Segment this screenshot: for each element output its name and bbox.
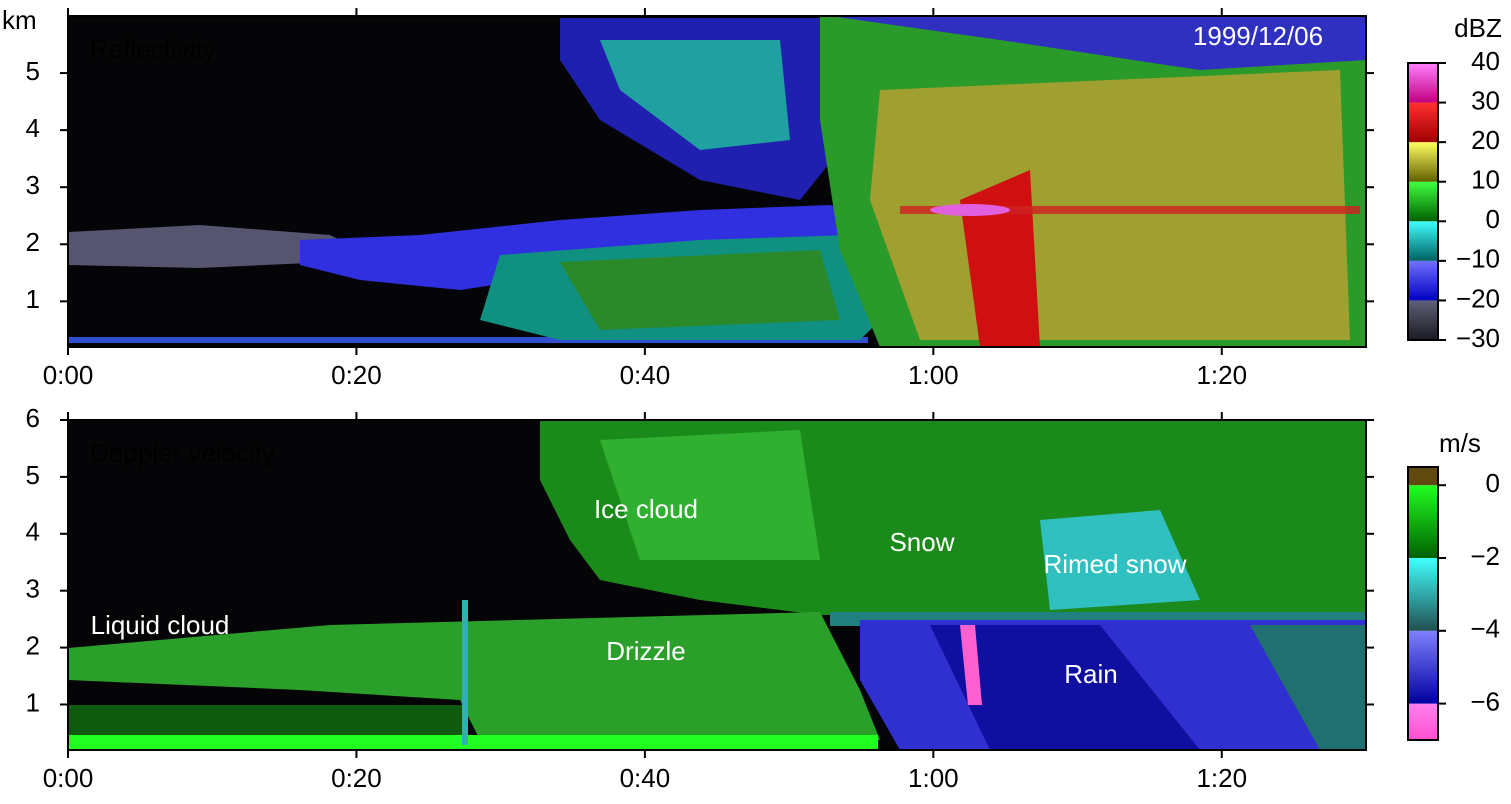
echo: [300, 205, 860, 290]
y-tick-label: 1: [26, 284, 40, 314]
colorbar-segment: [1408, 221, 1438, 261]
colorbar-tick-label: 10: [1471, 165, 1500, 195]
colorbar-segment: [1408, 260, 1438, 301]
y-tick-label: 4: [26, 113, 40, 143]
colorbar-segment: [1408, 558, 1438, 631]
colorbar-label: dBZ: [1454, 13, 1502, 43]
annotation: Liquid cloud: [91, 610, 230, 640]
colorbar-tick-label: −2: [1470, 541, 1500, 571]
echo: [600, 430, 820, 560]
x-tick-label: 1:00: [908, 763, 959, 793]
colorbar-segment: [1408, 63, 1438, 103]
colorbar-segment: [1408, 300, 1438, 340]
radar-image-bottom: [68, 420, 1366, 750]
x-tick-label: 0:00: [43, 763, 94, 793]
echo: [930, 204, 1010, 216]
echo: [68, 705, 468, 735]
colorbar-tick-label: 40: [1471, 46, 1500, 76]
colorbar-tick-label: 20: [1471, 125, 1500, 155]
y-tick-label: 5: [26, 460, 40, 490]
colorbar-tick-label: −30: [1456, 323, 1500, 353]
y-tick-label: 2: [26, 630, 40, 660]
y-tick-label: 2: [26, 227, 40, 257]
colorbar-frame: [1407, 62, 1439, 341]
panel-title: Doppler velocity: [90, 438, 275, 468]
echo: [960, 625, 982, 705]
x-tick-label: 0:00: [43, 360, 94, 390]
colorbar-segment: [1408, 181, 1438, 222]
plot-frame: [67, 15, 1367, 348]
echo: [870, 70, 1350, 340]
radar-image-top: [68, 16, 1366, 347]
annotation: Snow: [889, 527, 954, 557]
echo: [68, 225, 360, 268]
echo: [930, 625, 1200, 750]
annotation: Rimed snow: [1043, 549, 1186, 579]
colorbar-tick-label: −10: [1456, 244, 1500, 274]
colorbar-segment: [1408, 142, 1438, 182]
echo: [560, 250, 840, 330]
annotation: Drizzle: [606, 636, 685, 666]
x-tick-label: 0:40: [620, 763, 671, 793]
x-tick-label: 1:20: [1196, 360, 1247, 390]
echo: [68, 337, 868, 343]
colorbar-tick-label: −4: [1470, 614, 1500, 644]
y-tick-label: 6: [26, 403, 40, 433]
colorbar-tick-label: −6: [1470, 686, 1500, 716]
colorbar-tick-label: 30: [1471, 85, 1500, 115]
panel-title: Reflectivity: [90, 34, 216, 64]
colorbar-segment: [1408, 703, 1438, 740]
echo: [68, 735, 878, 750]
echo: [68, 612, 880, 740]
y-tick-label: 3: [26, 170, 40, 200]
y-tick-label: 4: [26, 517, 40, 547]
echo: [900, 206, 1360, 214]
y-tick-label: 5: [26, 56, 40, 86]
colorbar-tick-label: −20: [1456, 283, 1500, 313]
colorbar-segment: [1408, 467, 1438, 486]
x-tick-label: 1:00: [908, 360, 959, 390]
echo: [462, 600, 468, 745]
colorbar-label: m/s: [1439, 428, 1481, 458]
y-tick-label: 1: [26, 687, 40, 717]
colorbar-segment: [1408, 485, 1438, 558]
annotation: Ice cloud: [594, 494, 698, 524]
x-tick-label: 0:40: [620, 360, 671, 390]
y-tick-label: 3: [26, 574, 40, 604]
colorbar-frame: [1407, 466, 1439, 741]
colorbar-segment: [1408, 102, 1438, 143]
colorbar-tick-label: 0: [1486, 468, 1500, 498]
y-axis-label: km: [2, 5, 37, 35]
colorbar-tick-label: 0: [1486, 204, 1500, 234]
x-tick-label: 1:20: [1196, 763, 1247, 793]
x-tick-label: 0:20: [331, 763, 382, 793]
x-tick-label: 0:20: [331, 360, 382, 390]
echo: [1250, 625, 1366, 750]
annotation: 1999/12/06: [1193, 21, 1323, 51]
echo: [830, 16, 1366, 70]
colorbar-segment: [1408, 630, 1438, 704]
echo: [600, 40, 790, 150]
annotation: Rain: [1064, 659, 1117, 689]
echo: [1040, 510, 1200, 610]
plot-frame: [67, 419, 1367, 751]
